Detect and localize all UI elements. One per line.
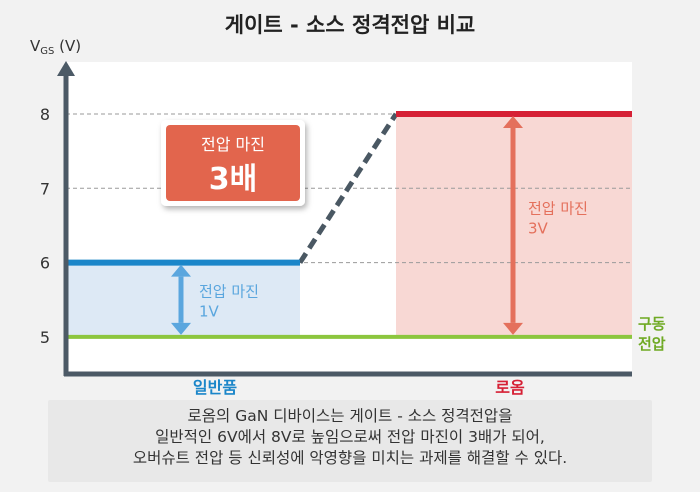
y-tick-label: 5 <box>40 328 50 347</box>
caption-line: 로옴의 GaN 디바이스는 게이트 - 소스 정격전압을 <box>187 407 513 425</box>
arrow-head-down <box>171 322 191 335</box>
y-tick-label: 7 <box>40 179 50 198</box>
callout-value: 3배 <box>209 162 257 197</box>
category-label-general: 일반품 <box>193 378 237 397</box>
rohm-margin-value: 3V <box>528 219 549 237</box>
category-label-rohm: 로옴 <box>495 378 525 397</box>
y-tick-labels: 5 6 7 8 <box>40 105 50 347</box>
arrow-head-up <box>503 116 523 128</box>
callout-title: 전압 마진 <box>201 135 265 154</box>
rohm-margin-arrow <box>503 116 523 335</box>
general-margin-label: 전압 마진 <box>199 283 259 301</box>
y-axis-label: VGS (V) <box>30 37 81 57</box>
caption-line: 일반적인 6V에서 8V로 높임으로써 전압 마진이 3배가 되어, <box>155 428 545 446</box>
arrow-head-down <box>503 322 523 335</box>
caption-box: 로옴의 GaN 디바이스는 게이트 - 소스 정격전압을 일반적인 6V에서 8… <box>48 400 652 482</box>
y-tick-label: 6 <box>40 254 50 273</box>
y-tick-label: 8 <box>40 105 50 124</box>
drive-voltage-label-line2: 전압 <box>638 335 666 353</box>
general-margin-arrow <box>171 264 191 335</box>
general-margin-value: 1V <box>199 303 220 321</box>
rohm-margin-label: 전압 마진 <box>528 199 588 217</box>
margin-callout <box>161 120 305 206</box>
y-axis-arrowhead <box>57 61 75 76</box>
drive-voltage-label: 구동 <box>638 315 666 333</box>
rating-connector-line <box>297 112 399 264</box>
arrow-head-up <box>171 264 191 277</box>
chart-title: 게이트 - 소스 정격전압 비교 <box>225 13 475 37</box>
caption-line: 오버슈트 전압 등 신뢰성에 악영향을 미치는 과제를 해결할 수 있다. <box>132 449 568 467</box>
